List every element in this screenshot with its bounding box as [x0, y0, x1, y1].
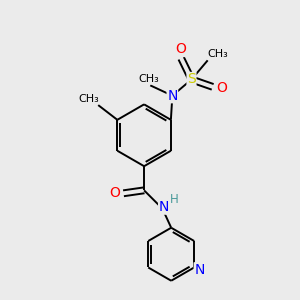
Text: CH₃: CH₃ [138, 74, 159, 84]
Text: H: H [170, 193, 179, 206]
Text: O: O [109, 186, 120, 200]
Text: S: S [187, 73, 196, 86]
Text: CH₃: CH₃ [78, 94, 99, 103]
Text: N: N [167, 89, 178, 103]
Text: O: O [216, 81, 227, 95]
Text: O: O [175, 42, 186, 56]
Text: N: N [159, 200, 169, 214]
Text: N: N [194, 263, 205, 277]
Text: CH₃: CH₃ [208, 50, 228, 59]
